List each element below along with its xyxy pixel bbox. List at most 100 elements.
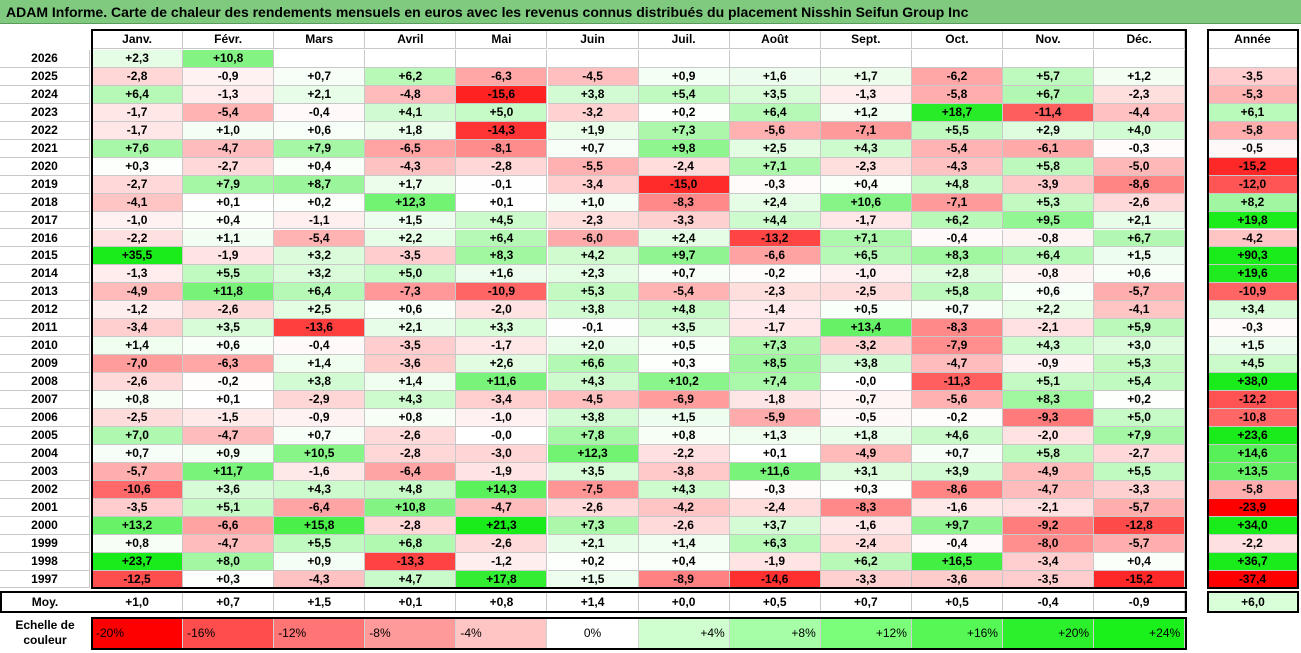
heatmap-cell: +0,1	[729, 444, 821, 463]
heatmap-cell: +6,4	[729, 103, 821, 122]
heatmap-cell: +2,5	[729, 139, 821, 158]
heatmap-cell: +10,6	[820, 193, 912, 212]
heatmap-cell: +3,5	[638, 319, 730, 338]
heatmap-cell: +0,3	[638, 355, 730, 374]
heatmap-cell: +9,5	[1003, 211, 1095, 230]
heatmap-cell: -14,3	[456, 121, 548, 140]
heatmap-cell: +7,1	[820, 229, 912, 248]
heatmap-cell: +2,3	[92, 50, 184, 68]
heatmap-cell: -13,3	[365, 552, 457, 571]
heatmap-cell: +7,3	[729, 337, 821, 356]
heatmap-cell: +2,0	[547, 337, 639, 356]
heatmap-cell: +3,6	[183, 480, 275, 499]
average-cell: +0,5	[729, 591, 821, 612]
heatmap-cell	[456, 50, 548, 68]
annual-cell: -37,4	[1208, 570, 1298, 589]
heatmap-cell: +15,8	[274, 516, 366, 535]
heatmap-cell: -3,2	[547, 103, 639, 122]
heatmap-cell: +3,0	[1094, 337, 1186, 356]
average-cell: +1,0	[92, 591, 184, 612]
heatmap-cell: -5,6	[729, 121, 821, 140]
heatmap-cell: +3,5	[729, 85, 821, 104]
heatmap-cell: -1,7	[729, 319, 821, 338]
heatmap-cell: -2,7	[92, 175, 184, 194]
heatmap-cell: -1,7	[92, 103, 184, 122]
heatmap-cell: +4,3	[365, 391, 457, 409]
annual-cell: -0,5	[1208, 139, 1298, 158]
heatmap-cell: +5,8	[1003, 444, 1095, 463]
annual-cell: +8,2	[1208, 193, 1298, 212]
heatmap-cell: +35,5	[92, 247, 184, 266]
heatmap-cell: +1,4	[638, 534, 730, 553]
heatmap-cell: +6,4	[456, 229, 548, 248]
heatmap-cell	[820, 50, 912, 68]
annual-cell: -23,9	[1208, 498, 1298, 517]
year-label: 2022	[0, 121, 90, 140]
heatmap-cell: -0,9	[183, 67, 275, 86]
year-label: 2000	[0, 516, 90, 535]
heatmap-cell: +5,9	[1094, 319, 1186, 338]
average-cell: +0,0	[638, 591, 730, 612]
heatmap-cell: +2,4	[638, 229, 730, 248]
heatmap-cell	[1094, 50, 1186, 68]
heatmap-cell: +1,1	[183, 229, 275, 248]
heatmap-cell: -2,6	[183, 301, 275, 320]
heatmap-cell: +2,2	[365, 229, 457, 248]
heatmap-cell: -5,9	[729, 409, 821, 427]
heatmap-cell: -6,4	[274, 498, 366, 517]
heatmap-cell: +4,3	[274, 480, 366, 499]
heatmap-cell: +11,6	[729, 462, 821, 481]
heatmap-cell: -14,6	[729, 570, 821, 589]
heatmap-cell: +0,9	[638, 67, 730, 86]
heatmap-cell: -4,5	[547, 67, 639, 86]
heatmap-cell: +3,7	[729, 516, 821, 535]
heatmap-cell: +0,8	[92, 391, 184, 409]
month-header: Avril	[365, 30, 457, 49]
heatmap-cell: -8,6	[911, 480, 1003, 499]
heatmap-cell: -3,3	[820, 570, 912, 589]
heatmap-cell: -2,8	[365, 444, 457, 463]
annual-cell: +13,5	[1208, 462, 1298, 481]
heatmap-cell: +3,3	[456, 319, 548, 338]
heatmap-cell: +7,9	[1094, 426, 1186, 445]
heatmap-cell: +0,5	[638, 337, 730, 356]
year-label: 2024	[0, 85, 90, 104]
heatmap-cell: +0,6	[1003, 283, 1095, 302]
heatmap-cell: +4,3	[547, 373, 639, 392]
heatmap-cell: -0,2	[911, 409, 1003, 427]
heatmap-cell: +6,3	[729, 534, 821, 553]
average-cell: +1,4	[547, 591, 639, 612]
heatmap-cell: +2,8	[911, 265, 1003, 284]
heatmap-cell: -3,5	[365, 337, 457, 356]
heatmap-cell: -5,7	[92, 462, 184, 481]
heatmap-cell: -2,6	[456, 534, 548, 553]
average-cell: -0,9	[1094, 591, 1186, 612]
heatmap-cell: +1,2	[820, 103, 912, 122]
legend-label-line2: couleur	[23, 633, 67, 647]
heatmap-cell: -0,4	[911, 229, 1003, 248]
heatmap-cell: +5,5	[183, 265, 275, 284]
heatmap-cell: -4,1	[92, 193, 184, 212]
month-header: Déc.	[1094, 30, 1186, 49]
heatmap-cell: -3,4	[92, 319, 184, 338]
month-header: Janv.	[92, 30, 184, 49]
year-label: 2016	[0, 229, 90, 248]
annual-cell: -5,3	[1208, 85, 1298, 104]
year-label: 2025	[0, 67, 90, 86]
year-label: 2003	[0, 462, 90, 481]
heatmap-cell: -0,2	[183, 373, 275, 392]
heatmap-cell: +5,3	[1003, 193, 1095, 212]
heatmap-cell: +7,8	[547, 426, 639, 445]
legend-swatch: +20%	[1003, 618, 1095, 649]
heatmap-cell: -6,4	[365, 462, 457, 481]
annual-cell: +4,5	[1208, 355, 1298, 374]
year-label: 2002	[0, 480, 90, 499]
heatmap-cell: +4,5	[456, 211, 548, 230]
annual-average-cell: +6,0	[1208, 591, 1298, 612]
heatmap-cell: +3,8	[274, 373, 366, 392]
heatmap-cell: -0,9	[274, 409, 366, 427]
heatmap-cell: -1,1	[274, 211, 366, 230]
heatmap-cell: +3,8	[547, 301, 639, 320]
year-label: 2021	[0, 139, 90, 158]
heatmap-cell: -5,4	[274, 229, 366, 248]
